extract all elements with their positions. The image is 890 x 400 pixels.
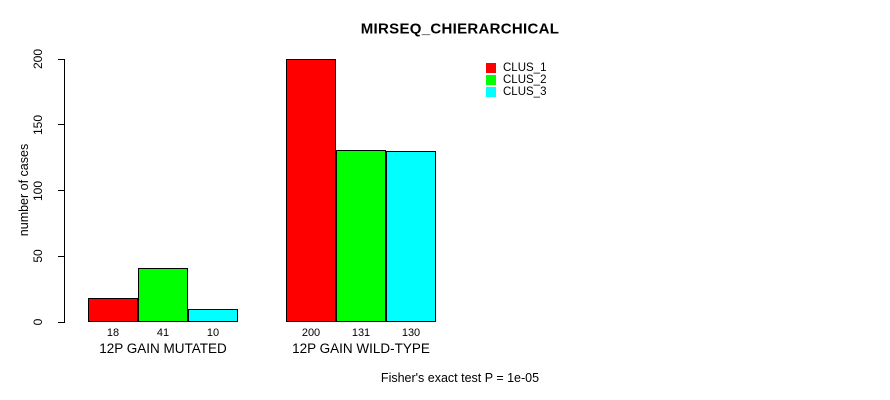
y-tick-mark: [58, 321, 65, 323]
bar-clus_2-group2: [336, 149, 386, 322]
legend-label: CLUS_2: [503, 74, 547, 86]
y-tick-label: 0: [31, 318, 45, 326]
x-category-label-mutated: 12P GAIN MUTATED: [99, 341, 227, 356]
y-tick-mark: [58, 255, 65, 257]
bar-clus_3-group2: [386, 151, 436, 322]
y-tick-label: 50: [31, 249, 45, 263]
legend-item-clus_3: CLUS_3: [486, 86, 546, 98]
bar-clus_3-group1: [188, 308, 238, 322]
legend-item-clus_2: CLUS_2: [486, 74, 546, 86]
bar-clus_1-group2: [286, 59, 336, 322]
x-category-label-wild-type: 12P GAIN WILD-TYPE: [292, 341, 430, 356]
legend-label: CLUS_3: [503, 86, 547, 98]
legend-label: CLUS_1: [503, 62, 547, 74]
y-axis-label: number of cases: [17, 143, 31, 237]
bar-clus_2-group1: [138, 268, 188, 322]
legend-item-clus_1: CLUS_1: [486, 62, 546, 74]
y-axis-line: [64, 59, 65, 323]
y-tick-mark: [58, 124, 65, 126]
legend-swatch-icon: [486, 87, 496, 97]
legend-swatch-icon: [486, 63, 496, 73]
bar-value-label: 131: [351, 327, 371, 339]
chart-legend: CLUS_1 CLUS_2 CLUS_3: [486, 62, 546, 98]
y-tick-label: 100: [31, 180, 45, 201]
chart-title: MIRSEQ_CHIERARCHICAL: [360, 20, 560, 38]
bar-value-label: 130: [401, 327, 421, 339]
bar-clus_1-group1: [88, 298, 138, 322]
y-tick-mark: [58, 190, 65, 191]
y-tick-mark: [58, 58, 65, 60]
y-tick-label: 150: [31, 114, 45, 135]
bar-value-label: 18: [106, 327, 120, 339]
y-tick-label: 200: [31, 48, 45, 70]
legend-swatch-icon: [486, 75, 496, 85]
footer-stat-note: Fisher's exact test P = 1e-05: [380, 371, 540, 385]
bar-value-label: 200: [301, 327, 321, 339]
bar-value-label: 10: [206, 327, 220, 339]
bar-value-label: 41: [156, 327, 170, 339]
